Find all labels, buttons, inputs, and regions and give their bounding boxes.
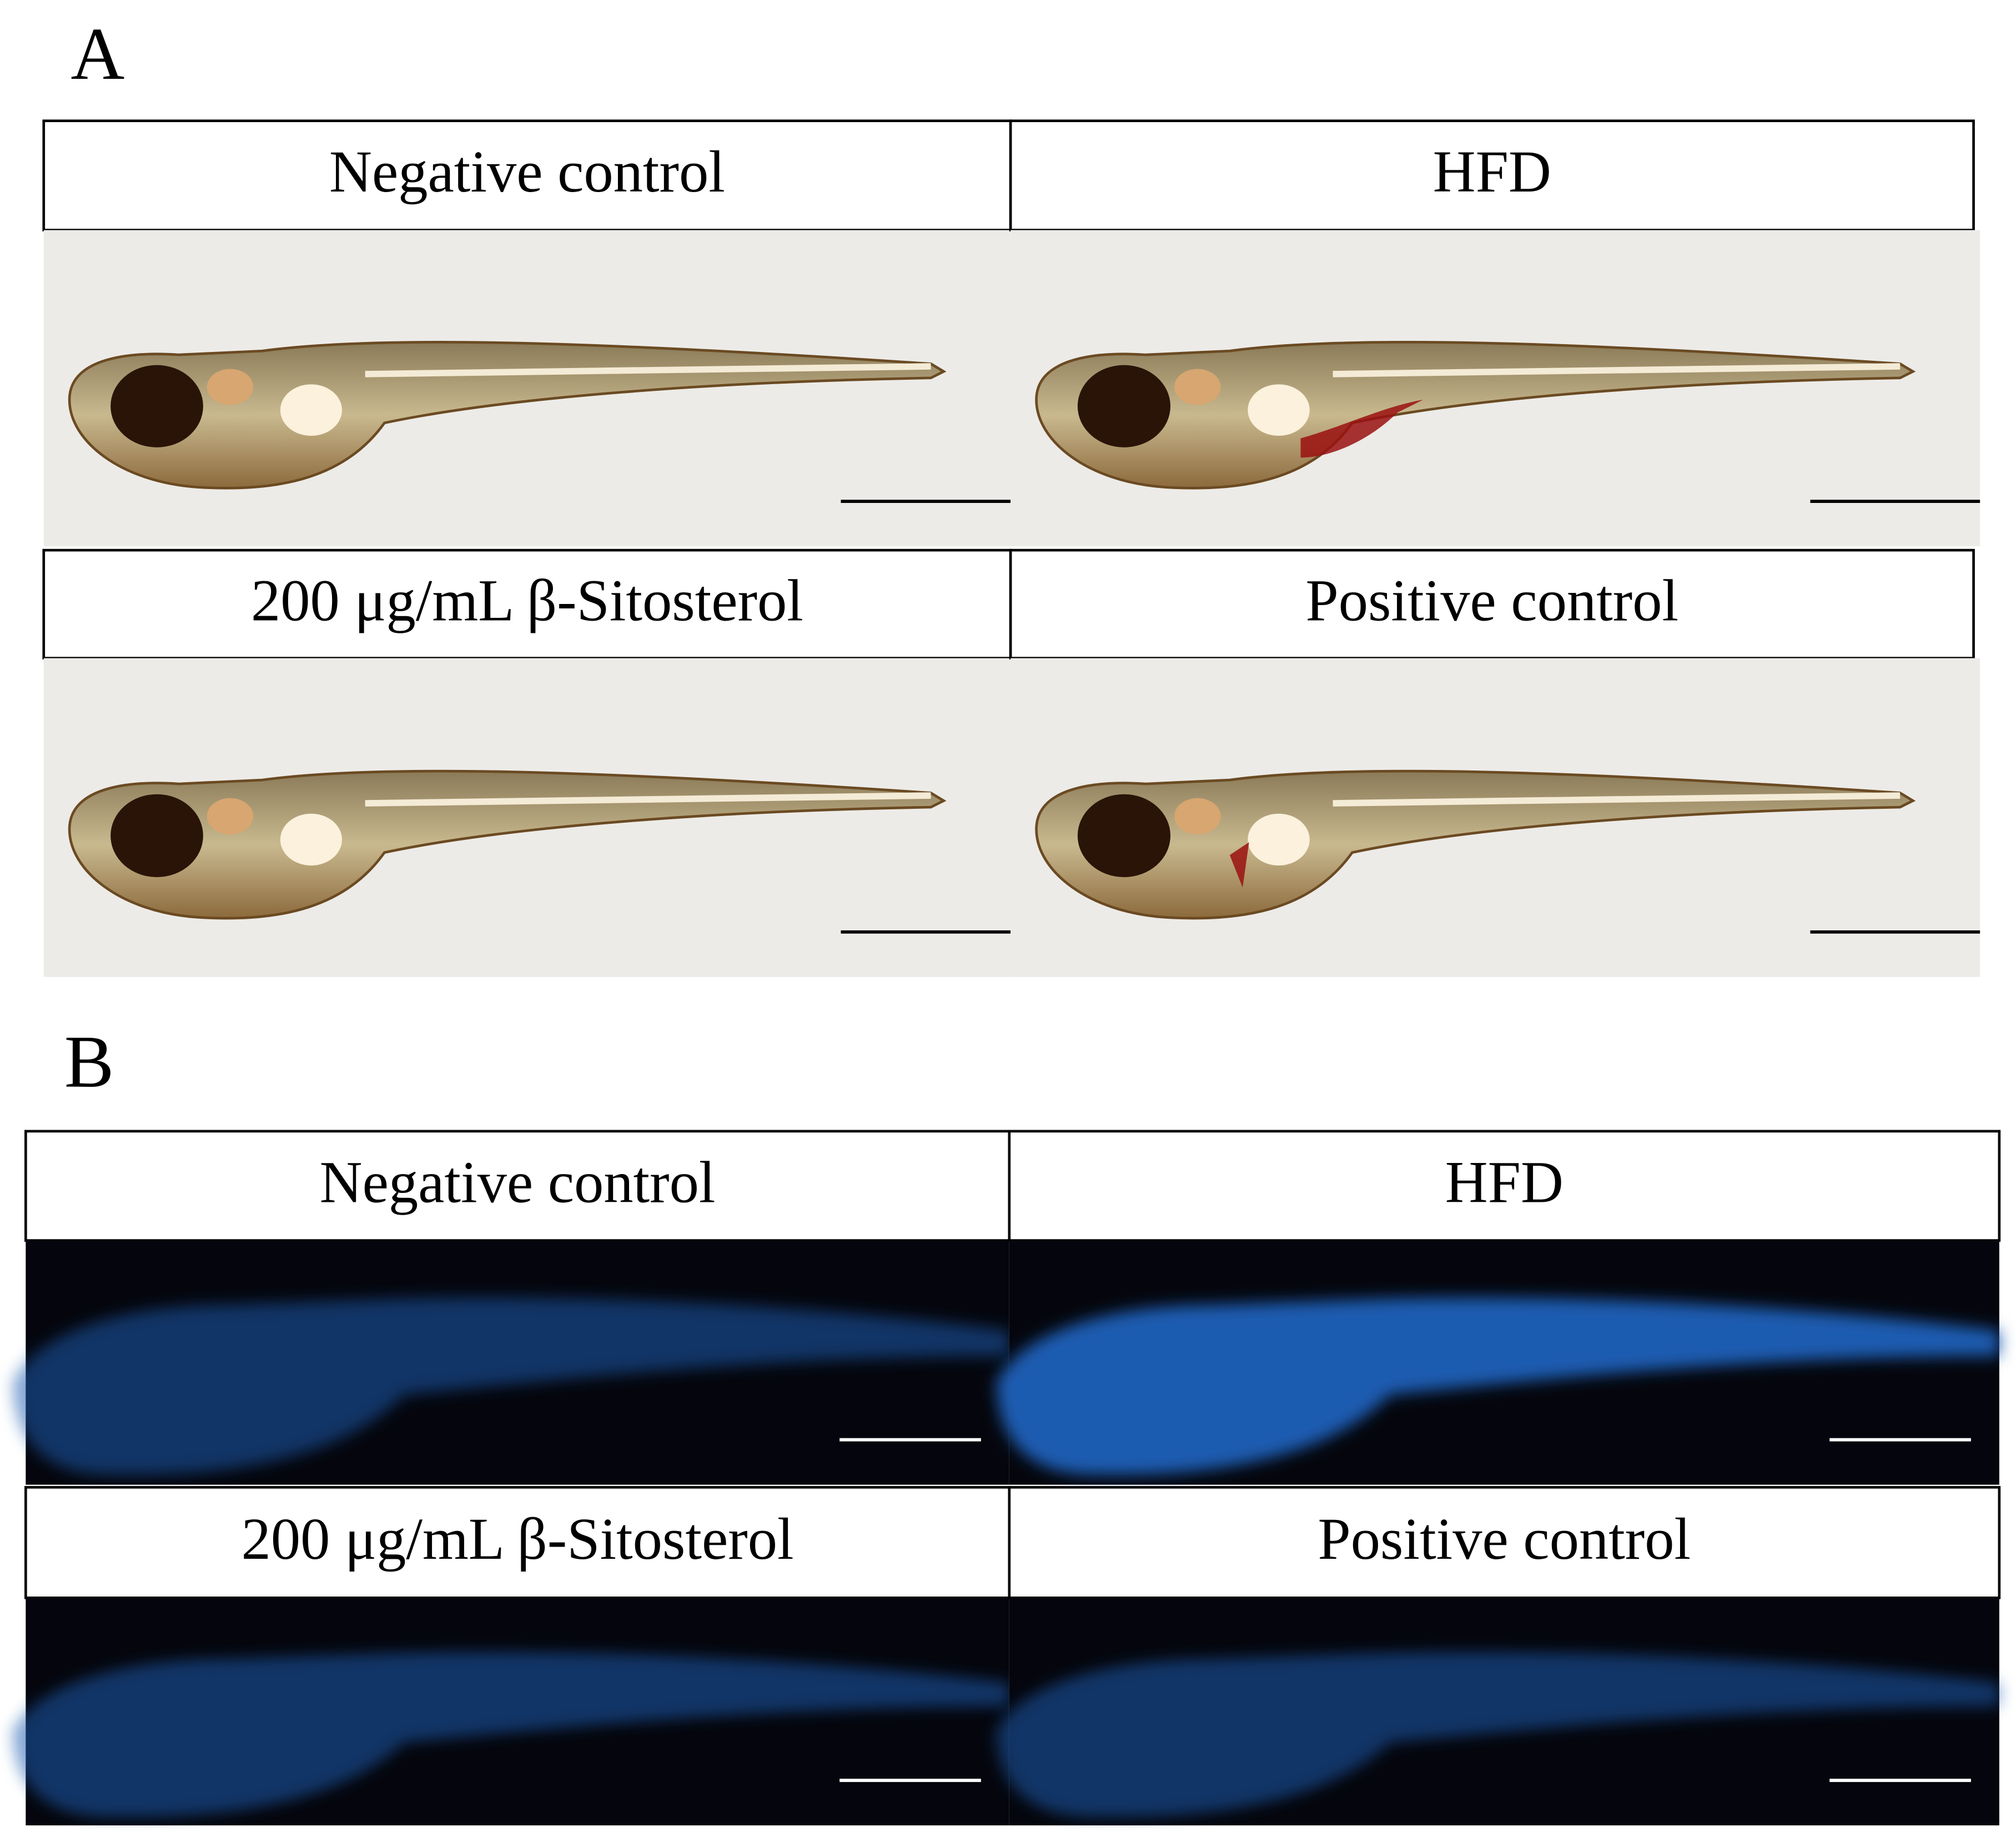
condition-label: HFD: [1433, 139, 1551, 205]
condition-label: HFD: [1445, 1150, 1563, 1215]
larva: [1037, 342, 1913, 488]
condition-label: 200 μg/mL β-Sitosterol: [251, 568, 803, 633]
condition-label: Negative control: [329, 139, 725, 205]
condition-label: Positive control: [1318, 1507, 1691, 1572]
condition-label: Positive control: [1306, 568, 1679, 633]
larva: [1037, 771, 1913, 918]
header-cell: [24, 1130, 1011, 1242]
panel-label: B: [64, 1020, 114, 1103]
panel-label: A: [71, 13, 124, 95]
header-cell: [1008, 1130, 2001, 1242]
header-cell: [1008, 1486, 2001, 1599]
condition-label: Negative control: [320, 1150, 716, 1215]
condition-label: 200 μg/mL β-Sitosterol: [242, 1507, 794, 1572]
lipid-stain: [1300, 400, 1424, 458]
header-cell: [42, 119, 1012, 231]
header-cell: [24, 1486, 1011, 1599]
